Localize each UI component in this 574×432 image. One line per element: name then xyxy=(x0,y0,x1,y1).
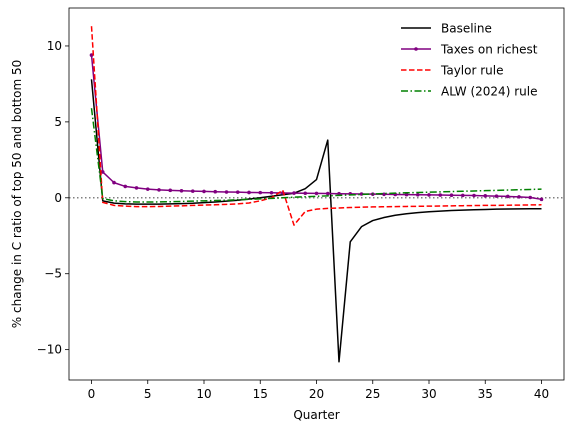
x-tick-label: 25 xyxy=(365,387,380,401)
y-tick-label: −10 xyxy=(37,343,62,357)
series-point-taxes-on-richest xyxy=(292,191,296,195)
series-point-taxes-on-richest xyxy=(157,188,161,192)
y-axis-label: % change in C ratio of top 50 and bottom… xyxy=(10,60,24,328)
x-tick-label: 30 xyxy=(421,387,436,401)
series-point-taxes-on-richest xyxy=(145,187,150,191)
series-point-taxes-on-richest xyxy=(438,193,443,197)
series-layer xyxy=(89,26,544,363)
series-point-taxes-on-richest xyxy=(112,180,116,185)
x-tick-label: 5 xyxy=(144,387,152,401)
series-point-taxes-on-richest xyxy=(168,188,173,193)
x-axis-ticks: 0 5 10 15 20 25 30 35 40 xyxy=(88,380,549,401)
x-tick-label: 40 xyxy=(534,387,549,401)
series-point-taxes-on-richest xyxy=(190,189,195,193)
x-tick-label: 15 xyxy=(253,387,268,401)
series-line-alw-2024-rule xyxy=(90,108,542,203)
series-point-taxes-on-richest xyxy=(460,193,465,198)
series-line-baseline xyxy=(90,79,542,363)
legend-label-taylor-rule: Taylor rule xyxy=(440,64,503,78)
y-axis-ticks: −10 −5 0 5 10 xyxy=(37,39,69,357)
series-point-taxes-on-richest xyxy=(269,190,274,195)
series-point-taxes-on-richest xyxy=(134,186,139,190)
x-tick-label: 35 xyxy=(478,387,493,401)
series-point-taxes-on-richest xyxy=(314,191,319,196)
series-point-taxes-on-richest xyxy=(325,191,330,196)
legend-label-alw-2024-rule: ALW (2024) rule xyxy=(441,85,537,99)
series-point-taxes-on-richest xyxy=(258,190,263,195)
series-line-taylor-rule xyxy=(90,26,542,226)
y-tick-label: 0 xyxy=(54,191,62,205)
series-point-taxes-on-richest xyxy=(404,192,409,197)
series-point-taxes-on-richest xyxy=(224,190,229,194)
x-axis-label: Quarter xyxy=(293,408,339,422)
x-tick-label: 20 xyxy=(309,387,324,401)
series-point-taxes-on-richest xyxy=(539,197,544,202)
x-tick-label: 10 xyxy=(196,387,211,401)
y-tick-label: 5 xyxy=(54,115,62,129)
series-point-taxes-on-richest xyxy=(427,193,431,197)
series-point-taxes-on-richest xyxy=(382,192,386,197)
legend-label-baseline: Baseline xyxy=(441,22,492,36)
series-point-taxes-on-richest xyxy=(247,190,251,195)
series-point-taxes-on-richest xyxy=(528,195,533,200)
series-point-taxes-on-richest xyxy=(235,190,240,194)
series-point-taxes-on-richest xyxy=(123,184,128,189)
series-point-taxes-on-richest xyxy=(415,192,420,197)
series-point-taxes-on-richest xyxy=(89,53,94,57)
y-tick-label: 10 xyxy=(47,39,62,53)
y-tick-label: −5 xyxy=(44,267,62,281)
series-point-taxes-on-richest xyxy=(449,193,454,198)
series-point-taxes-on-richest xyxy=(483,194,488,198)
series-point-taxes-on-richest xyxy=(303,191,308,196)
legend-label-taxes-on-richest: Taxes on richest xyxy=(440,43,538,57)
series-point-taxes-on-richest xyxy=(494,194,499,198)
series-point-taxes-on-richest xyxy=(100,170,105,174)
series-point-taxes-on-richest xyxy=(179,189,184,193)
series-point-taxes-on-richest xyxy=(472,193,476,198)
legend: Baseline Taxes on richest Taylor rule ALW (… xyxy=(401,22,538,99)
series-point-taxes-on-richest xyxy=(213,189,218,194)
legend-marker-taxes-on-richest xyxy=(414,47,418,51)
x-tick-label: 0 xyxy=(88,387,96,401)
series-point-taxes-on-richest xyxy=(517,195,521,199)
series-point-taxes-on-richest xyxy=(505,194,510,199)
series-point-taxes-on-richest xyxy=(202,189,206,194)
